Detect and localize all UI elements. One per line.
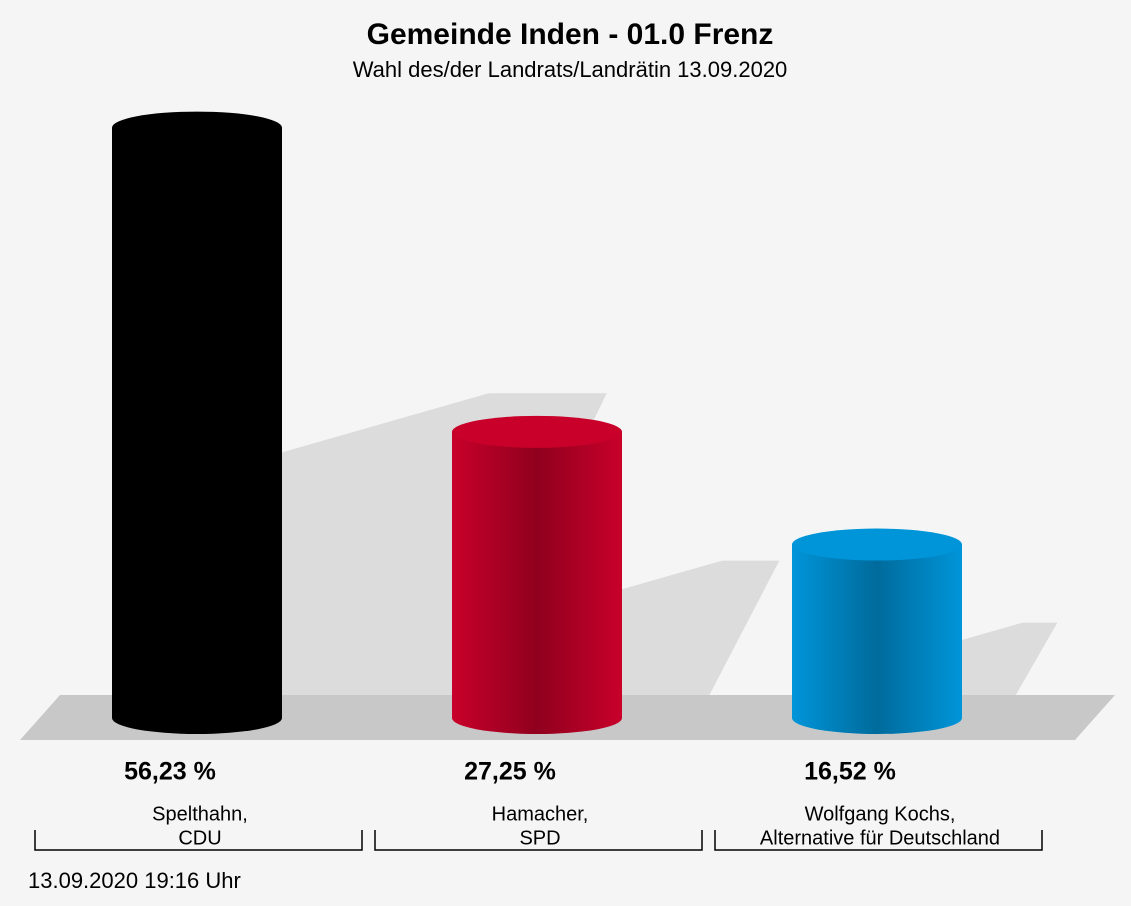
bracket [34, 830, 363, 851]
bar [452, 431, 622, 734]
category-label: Alternative für Deutschland [760, 827, 1000, 849]
category-label: Spelthahn, [152, 803, 248, 825]
category-label: SPD [519, 827, 560, 849]
bar-top [452, 415, 622, 448]
bar [112, 127, 282, 734]
category-label: Wolfgang Kochs, [805, 803, 956, 825]
bracket [714, 830, 1043, 851]
value-label: 56,23 % [124, 758, 216, 786]
category-label: Hamacher, [492, 803, 589, 825]
shadow [622, 560, 780, 698]
bar [792, 544, 962, 734]
footer: 13.09.2020 19:16 Uhr [28, 868, 241, 893]
category-label: CDU [178, 827, 221, 849]
value-label: 16,52 % [804, 758, 896, 786]
bar-top [112, 111, 282, 144]
bracket [374, 830, 703, 851]
shadow [962, 622, 1058, 698]
value-label: 27,25 % [464, 758, 556, 786]
chart-title: Gemeinde Inden - 01.0 Frenz [367, 18, 774, 51]
bar-top [792, 528, 962, 561]
chart-subtitle: Wahl des/der Landrats/Landrätin 13.09.20… [353, 57, 788, 82]
